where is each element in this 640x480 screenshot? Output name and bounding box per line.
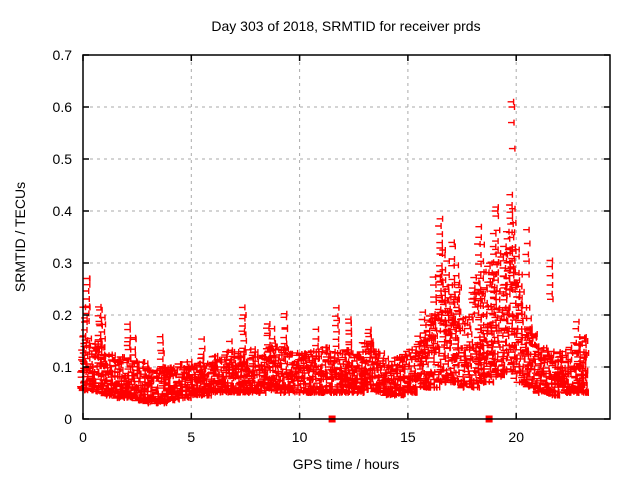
- chart-title: Day 303 of 2018, SRMTID for receiver prd…: [211, 18, 480, 34]
- y-tick-label: 0.6: [53, 99, 73, 115]
- y-tick-label: 0.5: [53, 151, 73, 167]
- y-tick-label: 0.7: [53, 47, 73, 63]
- y-tick-label: 0.2: [53, 307, 73, 323]
- x-axis-label: GPS time / hours: [293, 456, 400, 472]
- x-tick-label: 20: [508, 429, 524, 445]
- y-tick-labels: 0 0.1 0.2 0.3 0.4 0.5 0.6 0.7: [53, 47, 73, 427]
- y-tick-label: 0: [64, 411, 72, 427]
- x-tick-label: 15: [400, 429, 416, 445]
- x-tick-label: 10: [292, 429, 308, 445]
- scatter-points: [77, 98, 590, 407]
- y-axis-label: SRMTID / TECUs: [12, 182, 28, 292]
- x-tick-label: 5: [187, 429, 195, 445]
- x-tick-label: 0: [79, 429, 87, 445]
- grid-lines: [83, 55, 610, 419]
- y-tick-label: 0.3: [53, 255, 73, 271]
- x-tick-labels: 0 5 10 15 20: [79, 429, 524, 445]
- y-tick-label: 0.1: [53, 359, 73, 375]
- y-tick-label: 0.4: [53, 203, 73, 219]
- axis-ticks: [82, 54, 610, 420]
- plot-border: [82, 54, 611, 420]
